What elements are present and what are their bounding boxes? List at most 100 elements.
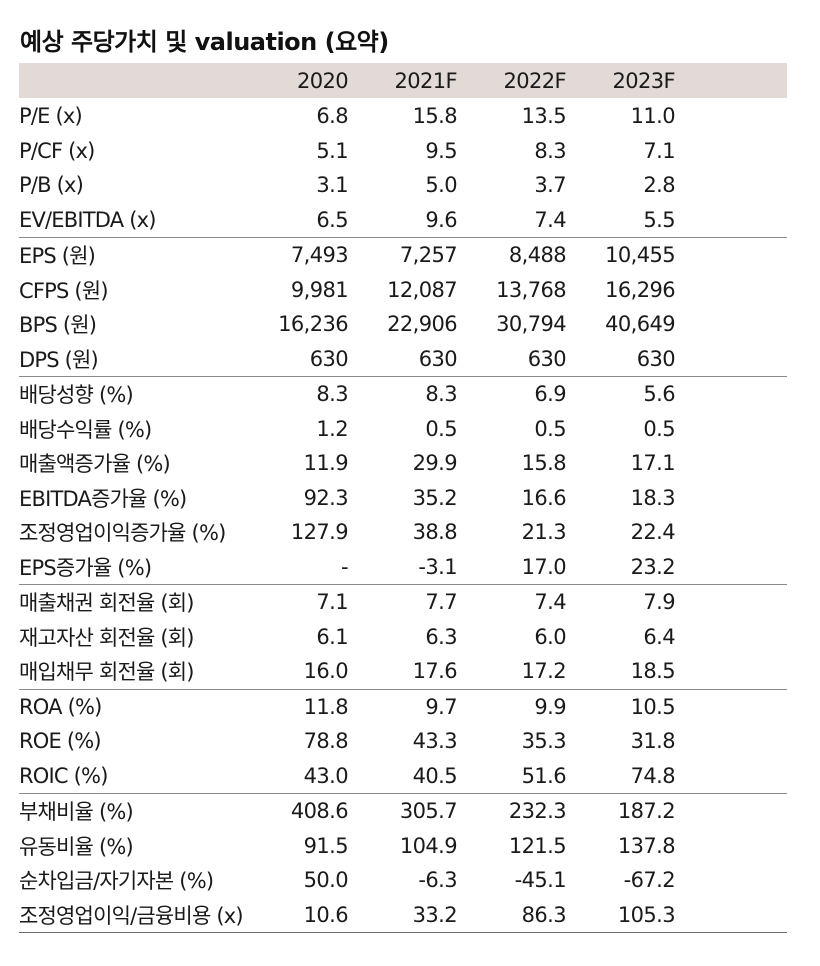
table-cell: 0.5 xyxy=(425,416,457,441)
table-row: EBITDA증가율 (%) 92.3 35.2 16.6 18.3 xyxy=(19,481,787,516)
table-cell: 17.0 xyxy=(521,554,567,579)
table-cell: 305.7 xyxy=(399,799,458,824)
column-header: 2022F xyxy=(503,68,566,93)
table-header: 2020 2021F 2022F 2023F xyxy=(19,63,787,98)
table-cell: 187.2 xyxy=(617,799,676,824)
table-cell: 9,981 xyxy=(290,277,349,302)
table-cell: 17.2 xyxy=(521,659,567,684)
table-cell: 10,455 xyxy=(605,243,675,268)
table-cell: 16.0 xyxy=(303,659,349,684)
table-cell: 104.9 xyxy=(399,833,458,858)
table-cell: 12,087 xyxy=(387,277,457,302)
row-group: EPS (원) 7,493 7,257 8,488 10,455 CFPS (원) 9,98… xyxy=(19,238,787,377)
table-cell: 40,649 xyxy=(605,312,675,337)
table-cell: 232.3 xyxy=(508,799,567,824)
table-row: 재고자산 회전율 (회) 6.1 6.3 6.0 6.4 xyxy=(19,620,787,655)
table-cell: 18.5 xyxy=(630,659,676,684)
row-label: 배당성향 (%) xyxy=(19,383,134,408)
row-label: 순차입금/자기자본 (%) xyxy=(19,869,214,894)
column-header: 2020 xyxy=(296,68,349,93)
table-row: P/B (x) 3.1 5.0 3.7 2.8 xyxy=(19,168,787,203)
table-cell: - xyxy=(341,554,349,579)
table-cell: 0.5 xyxy=(643,416,675,441)
table-cell: 6.4 xyxy=(643,624,675,649)
table-cell: 6.1 xyxy=(316,624,348,649)
table-row: EPS (원) 7,493 7,257 8,488 10,455 xyxy=(19,238,787,273)
row-label: P/E (x) xyxy=(19,104,83,129)
table-cell: 137.8 xyxy=(617,833,676,858)
table-cell: 5.6 xyxy=(643,382,675,407)
row-label: DPS (원) xyxy=(19,347,99,372)
table-cell: 17.6 xyxy=(412,659,458,684)
row-label: 유동비율 (%) xyxy=(19,834,134,859)
table-cell: 1.2 xyxy=(316,416,348,441)
table-cell: 86.3 xyxy=(521,902,567,927)
table-cell: 15.8 xyxy=(412,104,458,129)
table-cell: 78.8 xyxy=(303,729,349,754)
table-cell: -67.2 xyxy=(623,868,676,893)
table-cell: 17.1 xyxy=(630,451,676,476)
table-cell: 6.5 xyxy=(316,207,348,232)
table-cell: 127.9 xyxy=(290,520,349,545)
table-cell: 3.7 xyxy=(534,173,566,198)
table-cell: 22,906 xyxy=(387,312,457,337)
table-row: 매입채무 회전율 (회) 16.0 17.6 17.2 18.5 xyxy=(19,654,787,689)
table-row: 조정영업이익증가율 (%) 127.9 38.8 21.3 22.4 xyxy=(19,515,787,550)
table-cell: 21.3 xyxy=(521,520,567,545)
table-cell: 10.6 xyxy=(303,902,349,927)
table-cell: 408.6 xyxy=(290,799,349,824)
table-cell: 9.9 xyxy=(534,694,566,719)
table-cell: 121.5 xyxy=(508,833,567,858)
row-group: ROA (%) 11.8 9.7 9.9 10.5 ROE (%) 78.8 43.3 35.3… xyxy=(19,690,787,794)
table-cell: 7.1 xyxy=(316,590,348,615)
table-cell: 11.0 xyxy=(630,104,676,129)
table-cell: 7.9 xyxy=(643,590,675,615)
table-cell: 29.9 xyxy=(412,451,458,476)
table-cell: 22.4 xyxy=(630,520,676,545)
table-row: BPS (원) 16,236 22,906 30,794 40,649 xyxy=(19,307,787,342)
valuation-table: 2020 2021F 2022F 2023F P/E (x) 6.8 15.8 13.… xyxy=(19,63,787,933)
column-header: 2021F xyxy=(394,68,457,93)
table-cell: 16,236 xyxy=(278,312,348,337)
row-group: 부채비율 (%) 408.6 305.7 232.3 187.2 유동비율 (%) 91.5… xyxy=(19,794,787,933)
table-cell: 6.9 xyxy=(534,382,566,407)
row-label: EBITDA증가율 (%) xyxy=(19,486,187,511)
table-cell: 9.5 xyxy=(425,138,457,163)
table-cell: -3.1 xyxy=(418,554,457,579)
row-label: P/B (x) xyxy=(19,173,84,198)
table-cell: 91.5 xyxy=(303,833,349,858)
table-cell: 92.3 xyxy=(303,485,349,510)
table-row: 매출액증가율 (%) 11.9 29.9 15.8 17.1 xyxy=(19,446,787,481)
row-label: 매출액증가율 (%) xyxy=(19,452,171,477)
table-cell: -45.1 xyxy=(514,868,567,893)
row-label: BPS (원) xyxy=(19,313,97,338)
table-row: 매출채권 회전율 (회) 7.1 7.7 7.4 7.9 xyxy=(19,585,787,620)
table-row: DPS (원) 630 630 630 630 xyxy=(19,342,787,377)
table-cell: 8,488 xyxy=(508,243,567,268)
table-cell: 7,493 xyxy=(290,243,349,268)
table-cell: 38.8 xyxy=(412,520,458,545)
table-cell: 8.3 xyxy=(316,382,348,407)
row-label: 배당수익률 (%) xyxy=(19,417,152,442)
table-cell: 35.2 xyxy=(412,485,458,510)
table-row: 배당수익률 (%) 1.2 0.5 0.5 0.5 xyxy=(19,412,787,447)
table-cell: 7.4 xyxy=(534,207,566,232)
table-row: P/CF (x) 5.1 9.5 8.3 7.1 xyxy=(19,134,787,169)
table-cell: 630 xyxy=(309,346,349,371)
row-label: P/CF (x) xyxy=(19,138,95,163)
row-label: EPS증가율 (%) xyxy=(19,555,152,580)
table-cell: 35.3 xyxy=(521,729,567,754)
table-row: EV/EBITDA (x) 6.5 9.6 7.4 5.5 xyxy=(19,203,787,238)
table-cell: 30,794 xyxy=(496,312,566,337)
table-row: 유동비율 (%) 91.5 104.9 121.5 137.8 xyxy=(19,829,787,864)
table-cell: 15.8 xyxy=(521,451,567,476)
column-header: 2023F xyxy=(612,68,675,93)
row-label: 조정영업이익증가율 (%) xyxy=(19,521,226,546)
table-cell: 10.5 xyxy=(630,694,676,719)
table-cell: 7,257 xyxy=(399,243,458,268)
table-cell: 18.3 xyxy=(630,485,676,510)
table-cell: 13.5 xyxy=(521,104,567,129)
table-cell: 5.1 xyxy=(316,138,348,163)
row-label: 매입채무 회전율 (회) xyxy=(19,660,195,685)
table-cell: 7.7 xyxy=(425,590,457,615)
